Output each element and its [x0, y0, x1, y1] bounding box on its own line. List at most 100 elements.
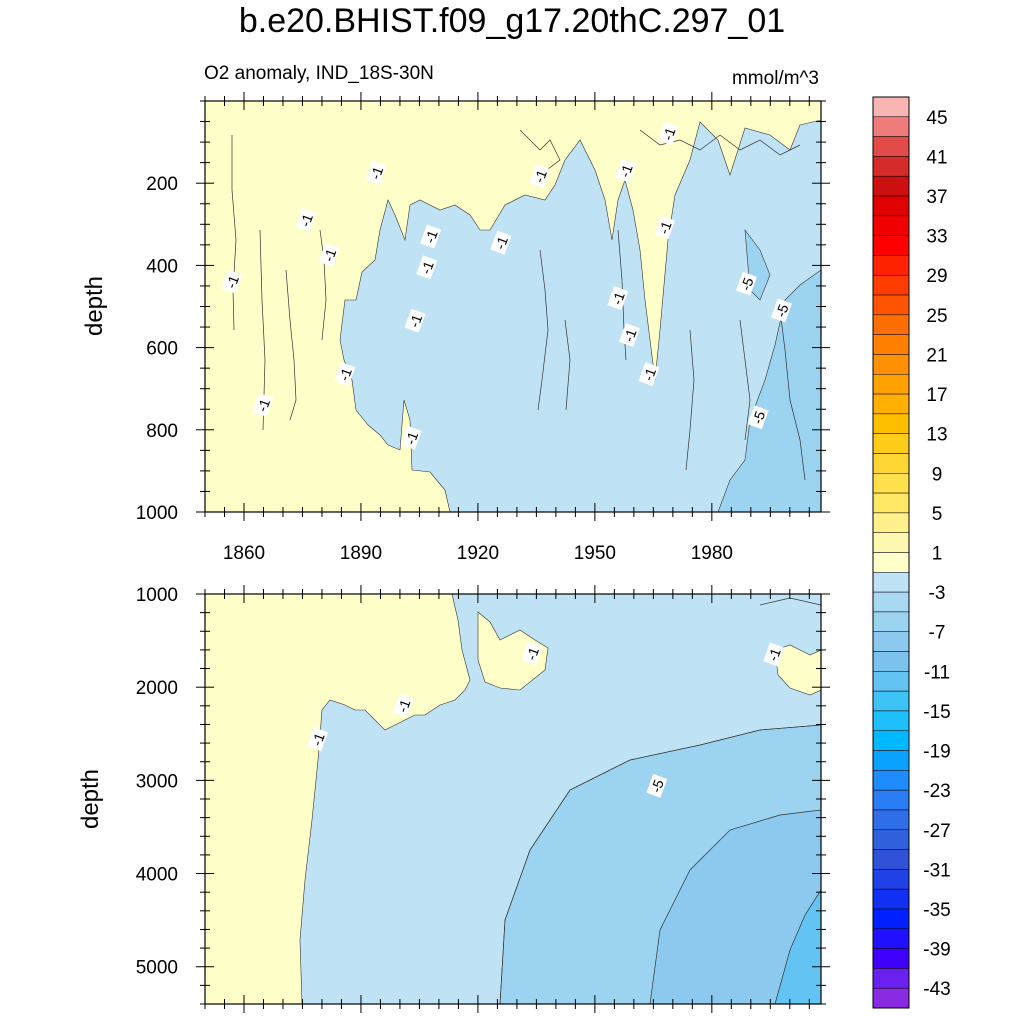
contour-label: -1: [392, 693, 414, 718]
units-label: mmol/m^3: [731, 68, 819, 89]
contour-label-text: -5: [772, 302, 791, 319]
colorbar-swatch: [872, 274, 910, 296]
y-tick-label: 4000: [136, 865, 178, 886]
colorbar-swatch: [872, 334, 910, 355]
contour-label-bg: [763, 642, 785, 667]
contour-label: -1: [615, 158, 637, 183]
contour-label-bg: [490, 230, 512, 255]
colorbar-swatch: [872, 116, 910, 137]
contour-label-text: -1: [418, 259, 437, 276]
contour-label-bg: [420, 224, 442, 249]
contour-label-text: -5: [749, 409, 768, 426]
region-neg7-lower: [650, 810, 821, 1004]
contour-label-bg: [771, 298, 793, 323]
contour-label: -1: [658, 121, 679, 146]
colorbar-swatch: [872, 631, 910, 652]
colorbar-label: -11: [924, 662, 950, 683]
contour-label: -1: [529, 164, 551, 189]
region-positive-upper: [205, 101, 821, 512]
colorbar-swatch: [872, 651, 910, 672]
contour-label-bg: [747, 405, 769, 430]
colorbar-swatch: [872, 532, 910, 553]
x-tick-label: 1980: [691, 543, 733, 564]
contour-line: [685, 329, 695, 471]
y-tick-label: 1000: [136, 503, 178, 524]
contour-label-text: -1: [659, 125, 678, 142]
contour-label: -5: [735, 271, 757, 296]
contour-label-text: -1: [616, 162, 635, 179]
contour-label-bg: [615, 158, 637, 183]
contour-label-bg: [307, 727, 329, 752]
contour-label-bg: [529, 164, 551, 189]
colorbar-swatch: [872, 96, 910, 118]
colorbar-swatch: [872, 572, 910, 593]
contour-label-text: -1: [609, 289, 628, 306]
colorbar-swatch: [872, 770, 910, 791]
colorbar-swatch: [872, 671, 910, 692]
colorbar-swatch: [872, 591, 910, 613]
contour-label-text: -1: [394, 697, 413, 714]
colorbar-label: 13: [926, 425, 947, 446]
contour-label: -1: [490, 230, 512, 255]
colorbar-swatch: [872, 730, 910, 751]
contour-label-bg: [735, 271, 757, 296]
colorbar-swatch: [872, 849, 910, 870]
contour-label: -1: [400, 425, 422, 450]
colorbar-swatch: [872, 492, 910, 514]
colorbar-label: -39: [923, 940, 950, 961]
contour-label-text: -1: [336, 366, 355, 383]
colorbar: 45 41 37 33 29 25 21 17 13 9 5 1 -3 -7 -11 -15 -19 -23 -27…: [872, 96, 951, 1009]
contour-label: -1: [654, 215, 676, 240]
contour-line: [564, 319, 571, 411]
colorbar-swatch: [872, 710, 910, 731]
axis-ticks: 1860 1890 1920 1950 1980 200 400 600 800 1000 1000…: [136, 92, 830, 1013]
contour-label-bg: [654, 215, 676, 240]
contour-label: -1: [763, 642, 785, 667]
contour-label-text: -1: [297, 211, 316, 228]
contour-label-text: -1: [367, 164, 386, 181]
contour-label: -1: [404, 308, 426, 333]
y-tick-label: 200: [146, 174, 178, 195]
colorbar-label: -27: [923, 821, 950, 842]
contour-label: -1: [307, 727, 329, 752]
colorbar-swatch: [872, 136, 910, 157]
region-neg11-lower: [775, 890, 821, 1004]
contour-label-bg: [318, 242, 340, 267]
contour-label: -1: [416, 255, 438, 280]
contour-line: [285, 269, 297, 421]
colorbar-label: 9: [932, 464, 943, 485]
contour-line: [319, 229, 327, 341]
contour-label: -1: [521, 641, 543, 666]
colorbar-swatch: [872, 888, 910, 910]
lower-contour-panel: [205, 594, 821, 1004]
colorbar-swatch: [872, 611, 910, 632]
colorbar-label: -43: [923, 979, 950, 1000]
contour-label-bg: [638, 362, 660, 387]
y-tick-label: 2000: [136, 678, 178, 699]
colorbar-swatch: [872, 968, 910, 989]
colorbar-label: -3: [929, 583, 946, 604]
colorbar-label: 1: [932, 544, 943, 565]
y-tick-label: 5000: [136, 958, 178, 979]
contour-label-bg: [400, 425, 422, 450]
colorbar-swatch: [872, 393, 910, 415]
colorbar-swatch: [872, 928, 910, 949]
contour-label: -1: [607, 286, 629, 311]
contour-label-bg: [607, 286, 629, 311]
contour-label: -5: [771, 298, 793, 323]
contour-label: -5: [747, 405, 769, 430]
colorbar-label: -35: [923, 900, 950, 921]
colorbar-swatch: [872, 869, 910, 890]
colorbar-swatch: [872, 413, 910, 434]
contour-line: [231, 135, 237, 331]
x-tick-label: 1860: [223, 543, 265, 564]
colorbar-label: 37: [926, 187, 947, 208]
contour-line: [739, 319, 751, 441]
contour-label-text: -1: [620, 326, 639, 343]
contour-label-text: -1: [223, 273, 242, 290]
contour-label-text: -1: [421, 228, 440, 245]
contour-label-bg: [404, 308, 426, 333]
colorbar-swatch: [872, 374, 910, 395]
contour-label-text: -1: [406, 312, 425, 329]
